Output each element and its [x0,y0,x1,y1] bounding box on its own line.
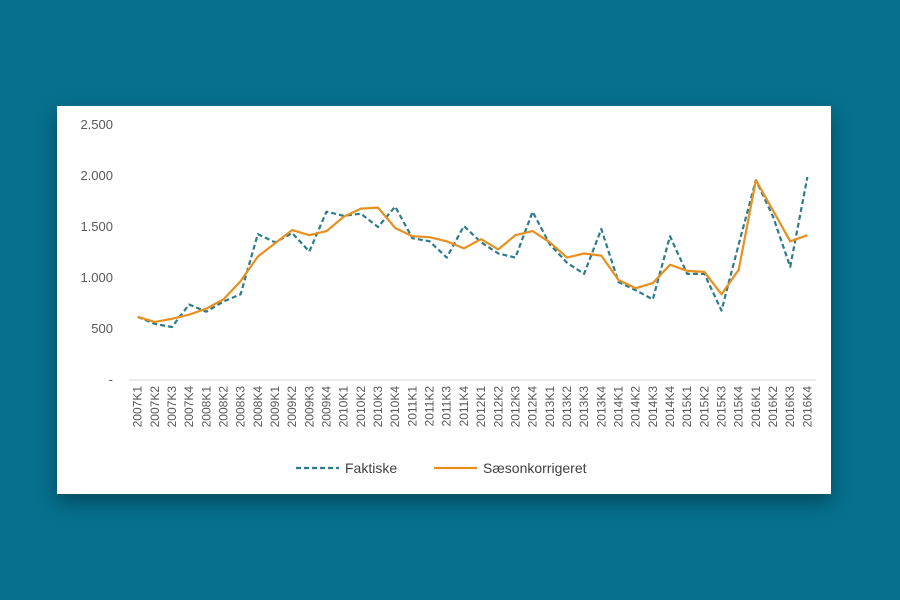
x-tick-label: 2010K1 [337,386,351,428]
legend-item-saesonkorrigeret[interactable]: Sæsonkorrigeret [434,460,587,476]
x-tick-label: 2012K1 [474,386,488,428]
x-tick-label: 2013K2 [560,386,574,428]
legend-label-faktiske: Faktiske [345,460,397,476]
x-tick-label: 2016K3 [783,386,797,428]
x-tick-label: 2016K4 [800,386,814,428]
x-tick-label: 2016K2 [766,386,780,428]
x-tick-label: 2007K3 [165,386,179,428]
x-tick-label: 2007K2 [148,386,162,428]
legend-label-saesonkorrigeret: Sæsonkorrigeret [483,460,587,476]
series-line-faktiske [137,176,809,329]
x-tick-label: 2013K4 [594,386,608,428]
y-tick-label: 1.000 [80,270,113,285]
x-tick-label: 2015K4 [732,386,746,428]
legend: Faktiske Sæsonkorrigeret [296,460,587,476]
y-tick-label: 1.500 [80,219,113,234]
x-tick-label: 2010K2 [354,386,368,428]
x-tick-label: 2010K4 [388,386,402,428]
x-tick-label: 2012K3 [508,386,522,428]
x-tick-label: 2009K2 [285,386,299,428]
y-tick-label: - [109,372,113,387]
x-tick-label: 2014K3 [646,386,660,428]
x-tick-label: 2009K3 [302,386,316,428]
x-tick-label: 2011K1 [405,386,419,427]
x-tick-label: 2007K1 [131,386,145,428]
series-line-saesonkorrigeret [137,178,808,323]
x-tick-label: 2011K3 [440,386,454,427]
y-tick-label: 2.000 [80,168,113,183]
x-tick-label: 2008K3 [234,386,248,428]
series-lines [137,176,809,329]
x-tick-label: 2008K1 [199,386,213,428]
x-tick-label: 2016K1 [749,386,763,428]
y-axis-ticks: - 500 1.000 1.500 2.000 2.500 [80,117,113,387]
x-tick-label: 2015K1 [680,386,694,428]
x-tick-label: 2007K4 [182,386,196,428]
x-tick-label: 2009K4 [320,386,334,428]
x-tick-label: 2011K4 [457,386,471,427]
x-tick-label: 2014K4 [663,386,677,428]
x-tick-label: 2008K2 [216,386,230,428]
x-tick-label: 2013K1 [543,386,557,428]
x-tick-label: 2013K3 [577,386,591,428]
x-tick-label: 2015K2 [697,386,711,428]
x-tick-label: 2010K3 [371,386,385,428]
x-tick-label: 2012K2 [491,386,505,428]
x-axis-ticks: 2007K1 2007K2 2007K3 2007K4 2008K1 2008K2 2008… [131,386,815,428]
x-tick-label: 2012K4 [526,386,540,428]
x-tick-label: 2015K3 [715,386,729,428]
chart-card: -500 1.000 1.500 2.000 2.500 2007K1 2007K2 200… [57,106,831,494]
x-tick-label: 2014K2 [629,386,643,428]
x-tick-label: 2014K1 [611,386,625,428]
x-tick-label: 2011K2 [423,386,437,427]
y-tick-label: 500 [91,321,113,336]
x-tick-label: 2009K1 [268,386,282,428]
y-tick-label: 2.500 [80,117,113,132]
x-tick-label: 2008K4 [251,386,265,428]
legend-item-faktiske[interactable]: Faktiske [296,460,397,476]
